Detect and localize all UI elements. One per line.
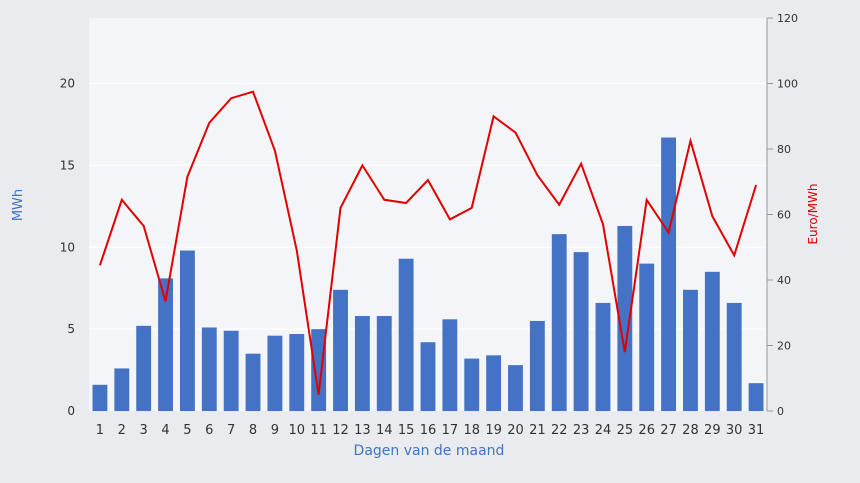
x-tick-label: 19 xyxy=(485,423,502,438)
x-tick-label: 25 xyxy=(617,423,634,438)
bar xyxy=(464,359,479,411)
x-tick-label: 26 xyxy=(638,423,655,438)
bar xyxy=(705,272,720,411)
right-tick-label: 20 xyxy=(777,340,791,353)
right-tick-label: 0 xyxy=(777,405,784,418)
x-tick-label: 5 xyxy=(183,423,191,438)
bar xyxy=(749,383,764,411)
x-tick-label: 7 xyxy=(227,423,235,438)
x-tick-label: 3 xyxy=(140,423,148,438)
x-tick-label: 27 xyxy=(660,423,677,438)
x-tick-label: 31 xyxy=(748,423,765,438)
x-tick-label: 10 xyxy=(289,423,306,438)
x-tick-label: 6 xyxy=(205,423,213,438)
left-tick-label: 0 xyxy=(67,404,75,418)
bar xyxy=(224,331,239,411)
bar xyxy=(377,316,392,411)
x-tick-label: 23 xyxy=(573,423,590,438)
bar xyxy=(596,303,611,411)
right-tick-label: 60 xyxy=(777,209,791,222)
right-axis-ticks: 0 20 40 60 80 100 120 xyxy=(767,12,798,418)
x-tick-label: 22 xyxy=(551,423,568,438)
x-tick-label: 4 xyxy=(161,423,169,438)
x-tick-label: 12 xyxy=(332,423,349,438)
x-tick-label: 9 xyxy=(271,423,279,438)
bar xyxy=(289,334,304,411)
x-tick-label: 14 xyxy=(376,423,393,438)
bar xyxy=(92,385,107,411)
x-tick-label: 17 xyxy=(442,423,459,438)
bar xyxy=(727,303,742,411)
bar xyxy=(114,368,129,411)
left-tick-label: 15 xyxy=(60,158,75,172)
x-tick-label: 1 xyxy=(96,423,104,438)
bar xyxy=(202,327,217,411)
x-tick-label: 30 xyxy=(726,423,743,438)
x-axis-title: Dagen van de maand xyxy=(354,443,505,459)
bar xyxy=(333,290,348,411)
x-tick-label: 8 xyxy=(249,423,257,438)
bar xyxy=(486,355,501,411)
bar xyxy=(508,365,523,411)
bar xyxy=(267,336,282,411)
left-tick-label: 5 xyxy=(67,322,75,336)
left-axis-title: MWh xyxy=(11,189,26,221)
x-tick-label: 21 xyxy=(529,423,546,438)
left-axis-ticks: 0 5 10 15 20 xyxy=(60,77,75,419)
bar xyxy=(552,234,567,411)
right-tick-label: 40 xyxy=(777,274,791,287)
bar xyxy=(661,138,676,411)
x-tick-label: 16 xyxy=(420,423,437,438)
bar xyxy=(574,252,589,411)
x-tick-label: 13 xyxy=(354,423,371,438)
right-tick-label: 80 xyxy=(777,143,791,156)
left-tick-label: 20 xyxy=(60,77,75,91)
x-tick-label: 18 xyxy=(463,423,480,438)
x-tick-label: 2 xyxy=(118,423,126,438)
bar xyxy=(136,326,151,411)
bar xyxy=(399,259,414,411)
right-tick-label: 100 xyxy=(777,78,798,91)
bar xyxy=(180,251,195,411)
bar xyxy=(683,290,698,411)
x-tick-label: 29 xyxy=(704,423,721,438)
x-tick-label: 28 xyxy=(682,423,699,438)
bar xyxy=(442,319,457,411)
bar xyxy=(246,354,261,411)
bar xyxy=(530,321,545,411)
bar xyxy=(421,342,436,411)
left-tick-label: 10 xyxy=(60,240,75,254)
x-tick-label: 15 xyxy=(398,423,415,438)
right-tick-label: 120 xyxy=(777,12,798,25)
bar xyxy=(355,316,370,411)
x-tick-label: 11 xyxy=(310,423,327,438)
x-tick-label: 20 xyxy=(507,423,524,438)
right-axis-title: Euro/MWh xyxy=(806,183,820,244)
x-tick-label: 24 xyxy=(595,423,612,438)
bar xyxy=(639,264,654,411)
